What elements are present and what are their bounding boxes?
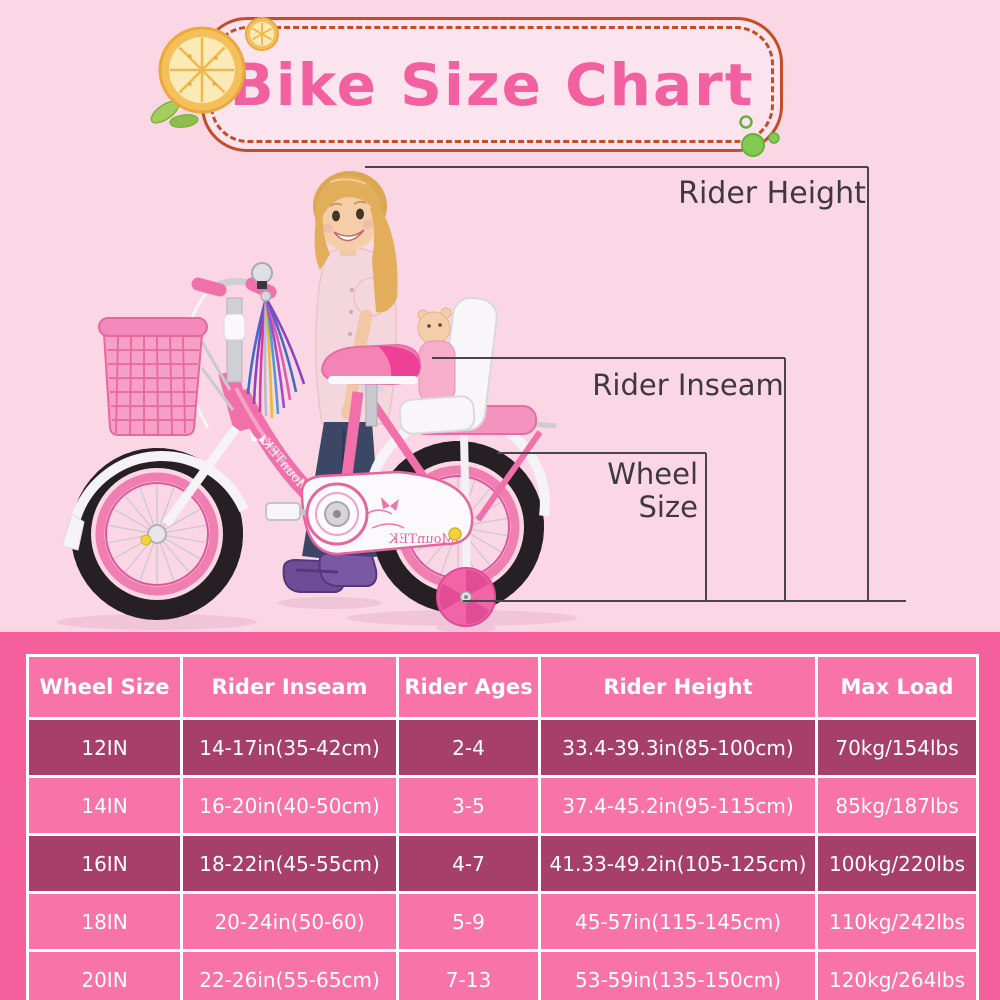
guard-butterfly-decal — [381, 497, 399, 511]
stem-reflector — [223, 313, 246, 341]
saddle — [320, 343, 422, 427]
table-cell: 3-5 — [396, 775, 541, 836]
guard-brand-decal: iMounTEK — [389, 532, 459, 547]
wheel-size-label-line2: Size — [638, 490, 698, 524]
table-header-row: Wheel Size Rider Inseam Rider Ages Rider… — [26, 654, 979, 720]
table-cell: 120kg/264lbs — [815, 949, 979, 1000]
front-fork — [162, 425, 240, 527]
table-cell: 20-24in(50-60) — [180, 891, 399, 952]
col-header-rider-ages: Rider Ages — [396, 654, 541, 720]
title-box: Bike Size Chart — [201, 17, 783, 152]
table-cell: 70kg/154lbs — [815, 717, 979, 778]
size-table-section: Wheel Size Rider Inseam Rider Ages Rider… — [0, 632, 1000, 1000]
table-cell: 14-17in(35-42cm) — [180, 717, 399, 778]
table-cell: 7-13 — [396, 949, 541, 1000]
girl-hair-side-right — [370, 204, 398, 313]
table-row-18in: 18IN 20-24in(50-60) 5-9 45-57in(115-145c… — [26, 891, 979, 952]
table-cell: 100kg/220lbs — [815, 833, 979, 894]
girl-face — [323, 200, 373, 242]
col-header-wheel-size: Wheel Size — [26, 654, 183, 720]
table-cell: 41.33-49.2in(105-125cm) — [538, 833, 818, 894]
table-row-16in: 16IN 18-22in(45-55cm) 4-7 41.33-49.2in(1… — [26, 833, 979, 894]
table-cell: 2-4 — [396, 717, 541, 778]
axle-bolt-yellow — [448, 527, 462, 541]
girl-shoe-right — [318, 551, 378, 587]
grip-left — [191, 277, 227, 297]
table-cell: 12IN — [26, 717, 183, 778]
table-cell: 18-22in(45-55cm) — [180, 833, 399, 894]
lemon-slice-icon — [150, 26, 246, 129]
table-cell: 14IN — [26, 775, 183, 836]
table-cell: 110kg/242lbs — [815, 891, 979, 952]
table-row-12in: 12IN 14-17in(35-42cm) 2-4 33.4-39.3in(85… — [26, 717, 979, 778]
shoe-strap — [295, 568, 339, 574]
table-cell: 45-57in(115-145cm) — [538, 891, 818, 952]
table-cell: 33.4-39.3in(85-100cm) — [538, 717, 818, 778]
table-cell: 18IN — [26, 891, 183, 952]
front-basket — [98, 317, 235, 436]
page-title: Bike Size Chart — [229, 50, 755, 119]
measurement-lines — [365, 166, 906, 602]
bike-illustration: iMounTEK iMounTEK — [61, 262, 557, 627]
front-fender — [71, 451, 249, 520]
lemon-slice-icon-small — [245, 17, 279, 51]
table-cell: 5-9 — [396, 891, 541, 952]
illustration-canvas: iMounTEK iMounTEK — [57, 17, 906, 632]
rider-height-bracket — [365, 166, 869, 601]
girl-hair-side-left — [314, 212, 330, 270]
ground-shadows — [57, 597, 577, 632]
doll-seat — [398, 296, 498, 435]
table-cell: 22-26in(55-65cm) — [180, 949, 399, 1000]
table-cell: 4-7 — [396, 833, 541, 894]
rider-inseam-label: Rider Inseam — [592, 368, 784, 402]
handlebar-streamers — [246, 290, 306, 419]
rider-inseam-bracket — [432, 357, 786, 601]
wheel-size-label-line1: Wheel — [607, 457, 698, 491]
col-header-rider-inseam: Rider Inseam — [180, 654, 399, 720]
wheel-size-label: Wheel Size — [556, 458, 698, 524]
hair-highlight — [329, 178, 367, 185]
col-header-rider-height: Rider Height — [538, 654, 818, 720]
training-wheel — [436, 527, 496, 627]
doll — [417, 307, 456, 404]
bell — [251, 262, 273, 284]
rider-height-label: Rider Height — [678, 176, 866, 211]
table-row-14in: 14IN 16-20in(40-50cm) 3-5 37.4-45.2in(95… — [26, 775, 979, 836]
fender-flap — [61, 513, 85, 551]
girl-shirt-buttons — [347, 287, 355, 337]
table-cell: 20IN — [26, 949, 183, 1000]
table-row-20in: 20IN 22-26in(55-65cm) 7-13 53-59in(135-1… — [26, 949, 979, 1000]
spoke-reflector-yellow — [140, 534, 152, 546]
crank-and-pedal — [265, 482, 369, 546]
table-cell: 53-59in(135-150cm) — [538, 949, 818, 1000]
green-dots-icon — [739, 115, 780, 157]
bike-size-table: Wheel Size Rider Inseam Rider Ages Rider… — [26, 654, 979, 1000]
table-cell: 16IN — [26, 833, 183, 894]
col-header-max-load: Max Load — [815, 654, 979, 720]
frame-butterfly-decal — [250, 432, 266, 444]
wheel-size-bracket — [497, 452, 707, 601]
girl-hair-front — [315, 175, 382, 232]
table-cell: 37.4-45.2in(95-115cm) — [538, 775, 818, 836]
table-cell: 85kg/187lbs — [815, 775, 979, 836]
table-cell: 16-20in(40-50cm) — [180, 775, 399, 836]
